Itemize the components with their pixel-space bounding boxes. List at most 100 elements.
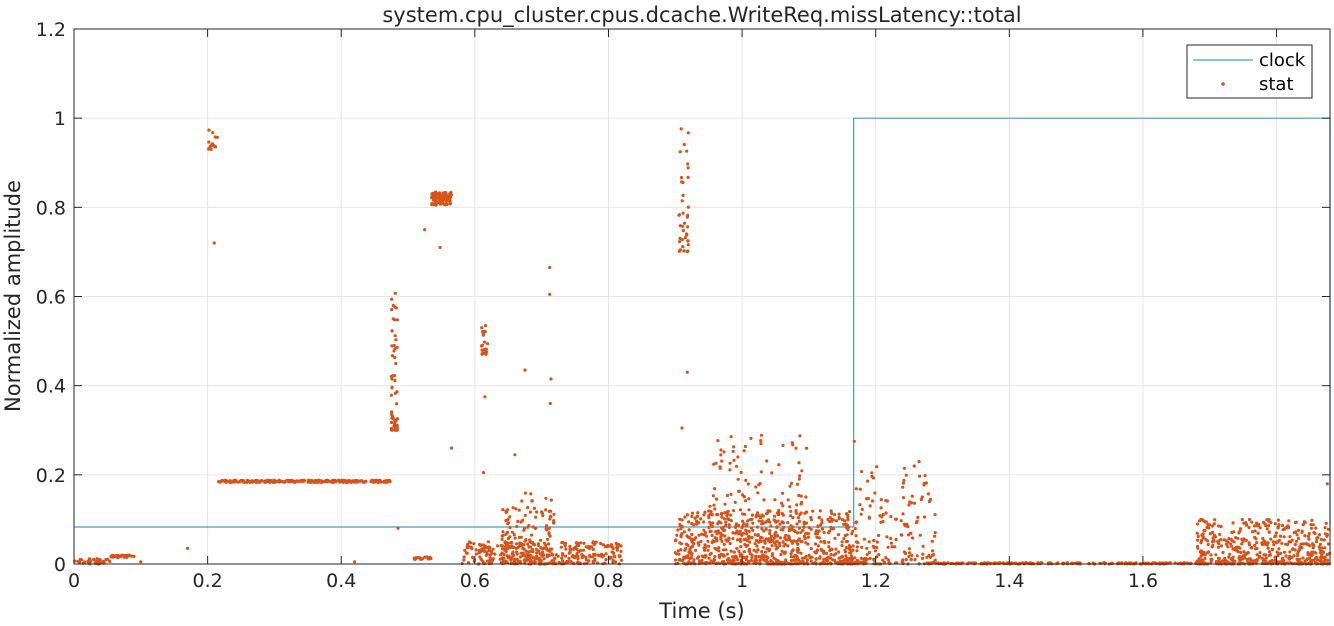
stat-point — [717, 549, 721, 553]
stat-point — [743, 444, 748, 449]
stat-point — [481, 351, 485, 355]
stat-point — [781, 528, 785, 532]
stat-point — [784, 533, 788, 537]
stat-point — [686, 543, 690, 548]
stat-point — [132, 554, 136, 559]
stat-point — [844, 523, 848, 528]
stat-point — [756, 533, 761, 537]
stat-point — [1326, 558, 1330, 563]
stat-point — [514, 507, 518, 511]
stat-point — [717, 546, 721, 550]
stat-point — [759, 557, 764, 562]
stat-point — [1228, 552, 1232, 556]
stat-point — [840, 543, 844, 548]
stat-point — [781, 443, 785, 447]
stat-point — [547, 553, 552, 558]
stat-point — [802, 520, 806, 524]
stat-point — [880, 515, 884, 519]
stat-point — [829, 509, 833, 513]
stat-point — [788, 484, 792, 488]
stat-point — [725, 552, 730, 556]
stat-point — [796, 542, 800, 546]
stat-point — [480, 326, 484, 330]
stat-point — [867, 540, 871, 544]
stat-point — [122, 555, 126, 559]
stat-point — [1219, 538, 1223, 542]
stat-point — [481, 333, 485, 337]
stat-point — [711, 521, 715, 525]
stat-point — [842, 537, 846, 541]
stat-point — [933, 513, 937, 517]
stat-point — [477, 548, 481, 552]
stat-point — [1294, 520, 1298, 524]
stat-point — [734, 554, 738, 558]
stat-point — [1204, 537, 1208, 541]
stat-point — [282, 480, 287, 484]
stat-point — [721, 553, 726, 557]
stat-point — [254, 480, 259, 484]
stat-point — [467, 545, 471, 549]
stat-point — [534, 547, 538, 552]
stat-point — [530, 547, 535, 551]
stat-point — [1292, 553, 1296, 558]
stat-point — [737, 549, 741, 554]
stat-point — [481, 471, 486, 475]
stat-point — [1230, 530, 1234, 535]
stat-point — [865, 546, 869, 550]
stat-point — [611, 558, 615, 562]
stat-point — [584, 555, 588, 559]
stat-point — [819, 547, 823, 551]
stat-point — [1278, 534, 1283, 538]
stat-point — [735, 546, 739, 551]
stat-point — [680, 532, 684, 536]
stat-point — [80, 558, 84, 562]
stat-point — [590, 545, 594, 549]
stat-point — [260, 479, 264, 483]
stat-point — [518, 555, 523, 559]
stat-point — [727, 557, 731, 561]
stat-point — [1280, 557, 1284, 561]
stat-point — [510, 530, 515, 534]
stat-point — [732, 445, 736, 449]
stat-point — [724, 520, 728, 524]
stat-point — [866, 479, 870, 483]
stat-point — [393, 378, 397, 383]
stat-point — [529, 533, 534, 537]
stat-point — [772, 536, 776, 540]
stat-point — [537, 549, 541, 553]
stat-point — [1229, 537, 1233, 541]
stat-point — [1242, 537, 1246, 541]
stat-point — [541, 550, 545, 554]
stat-point — [800, 500, 804, 504]
stat-point — [1261, 536, 1265, 541]
stat-point — [1269, 537, 1273, 541]
stat-point — [1310, 551, 1314, 555]
stat-point — [732, 458, 736, 462]
stat-point — [834, 519, 839, 523]
stat-point — [854, 520, 859, 524]
stat-point — [737, 489, 741, 493]
stat-point — [1307, 532, 1311, 536]
stat-point — [858, 503, 862, 507]
x-tick-label: 0.2 — [193, 570, 223, 592]
stat-point — [252, 479, 256, 483]
stat-point — [686, 225, 690, 229]
stat-point — [1323, 526, 1327, 530]
stat-point — [436, 196, 440, 200]
y-tick-label: 0.4 — [36, 376, 66, 398]
stat-point — [1260, 556, 1264, 560]
stat-point — [1240, 517, 1244, 522]
stat-point — [353, 480, 357, 484]
stat-point — [477, 551, 481, 555]
stat-point — [1288, 535, 1292, 539]
stat-point — [702, 528, 706, 532]
stat-point — [1229, 557, 1233, 561]
stat-point — [1253, 529, 1257, 533]
stat-point — [789, 552, 793, 556]
stat-point — [389, 393, 393, 397]
stat-point — [744, 499, 748, 503]
stat-point — [524, 549, 528, 553]
stat-point — [894, 517, 899, 521]
stat-point — [875, 465, 879, 469]
stat-point — [930, 539, 934, 543]
